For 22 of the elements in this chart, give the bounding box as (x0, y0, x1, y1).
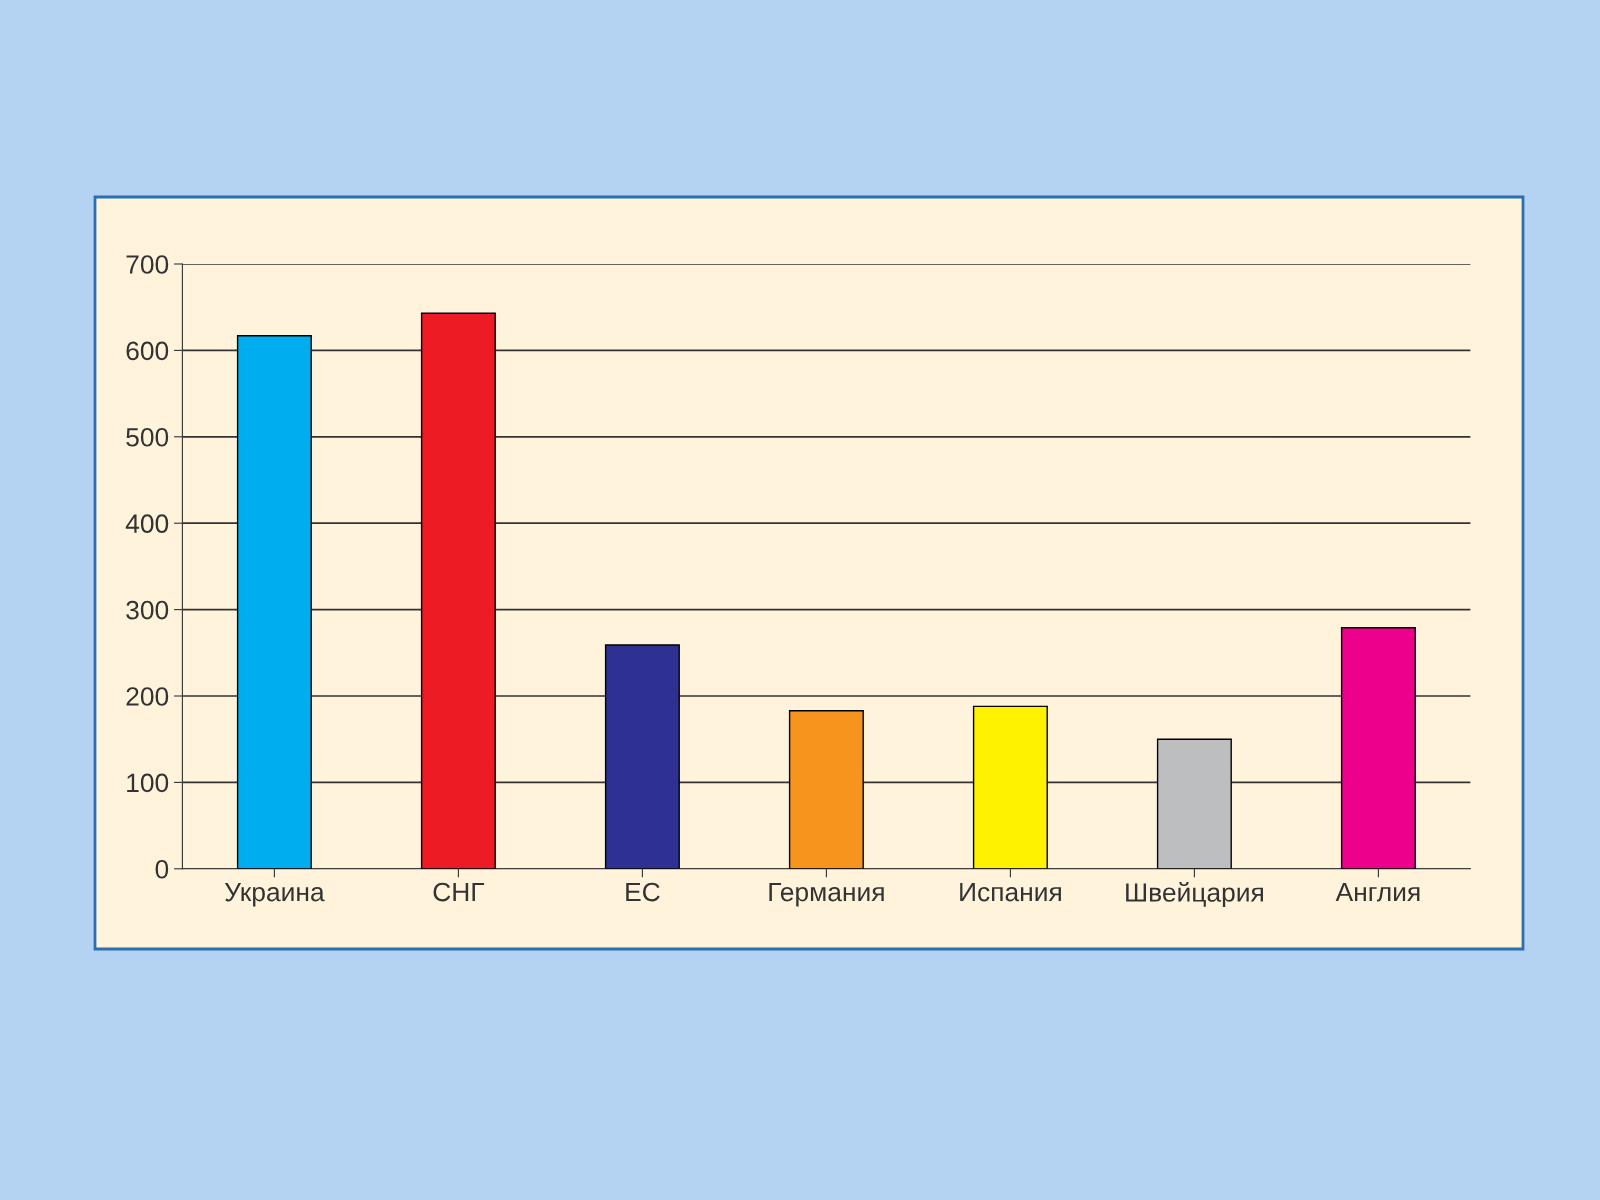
y-tick-label: 200 (126, 687, 169, 706)
x-tick-label: ЕС (626, 882, 660, 902)
bar (972, 705, 1048, 869)
x-tick-label: Англия (1335, 882, 1420, 902)
y-tick-label: 400 (125, 514, 169, 534)
bar (1156, 738, 1232, 869)
y-tick-label: 600 (126, 341, 169, 361)
x-tick-label: Швейцария (1126, 881, 1263, 908)
bar (420, 312, 496, 869)
y-tick-label: 300 (126, 600, 169, 620)
x-tick-label: Испания (960, 882, 1061, 902)
x-tick-label: Украина (224, 882, 325, 907)
bar (604, 644, 680, 869)
bar (236, 335, 312, 869)
bar (788, 709, 864, 869)
bar (1340, 627, 1416, 869)
y-tick-label: 500 (126, 427, 169, 447)
x-tick-label: Германия (769, 882, 884, 907)
x-tick-label: СНГ (433, 882, 485, 902)
y-tick-label: 0 (155, 859, 169, 879)
y-tick-label: 100 (127, 773, 169, 793)
y-tick-label: 700 (126, 255, 169, 274)
